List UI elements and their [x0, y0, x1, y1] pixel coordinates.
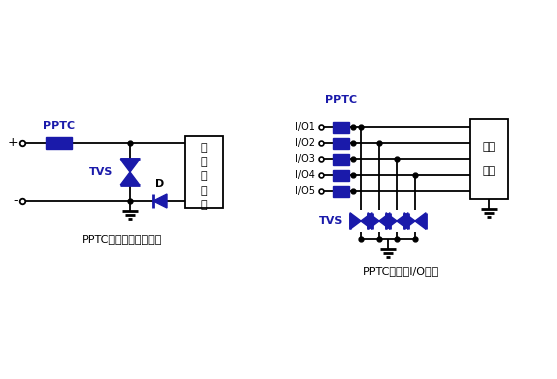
Text: 被: 被 — [201, 143, 207, 152]
Bar — [333, 153, 349, 164]
Bar — [333, 169, 349, 180]
Polygon shape — [397, 213, 408, 229]
Bar — [333, 138, 349, 149]
Polygon shape — [153, 194, 167, 208]
Text: PPTC: PPTC — [325, 95, 357, 105]
Polygon shape — [361, 213, 372, 229]
Polygon shape — [350, 213, 361, 229]
Polygon shape — [368, 213, 379, 229]
Polygon shape — [379, 213, 390, 229]
Text: 保: 保 — [201, 157, 207, 167]
Polygon shape — [120, 172, 140, 185]
Text: PPTC应用于I/O保护: PPTC应用于I/O保护 — [363, 266, 439, 276]
Bar — [333, 122, 349, 133]
Polygon shape — [404, 213, 415, 229]
Polygon shape — [120, 159, 140, 172]
Text: +: + — [7, 136, 18, 149]
Text: PPTC: PPTC — [43, 121, 75, 131]
Bar — [46, 137, 72, 149]
Text: -: - — [13, 194, 18, 207]
Bar — [470, 119, 508, 199]
Text: D: D — [155, 179, 165, 189]
Text: I/O3: I/O3 — [295, 154, 315, 164]
Text: I/O5: I/O5 — [295, 186, 315, 196]
Text: TVS: TVS — [89, 167, 113, 177]
Text: I/O4: I/O4 — [295, 170, 315, 180]
Text: 控制: 控制 — [482, 142, 496, 152]
Text: PPTC应用于电源线保护: PPTC应用于电源线保护 — [82, 234, 163, 244]
Polygon shape — [415, 213, 426, 229]
Text: I/O1: I/O1 — [295, 122, 315, 132]
Text: 电: 电 — [201, 186, 207, 196]
Text: TVS: TVS — [319, 216, 343, 226]
Text: 路: 路 — [201, 200, 207, 210]
Bar — [185, 136, 223, 208]
Bar — [333, 185, 349, 196]
Polygon shape — [386, 213, 397, 229]
Text: I/O2: I/O2 — [295, 138, 315, 148]
Text: 护: 护 — [201, 171, 207, 181]
Text: 芯片: 芯片 — [482, 166, 496, 176]
